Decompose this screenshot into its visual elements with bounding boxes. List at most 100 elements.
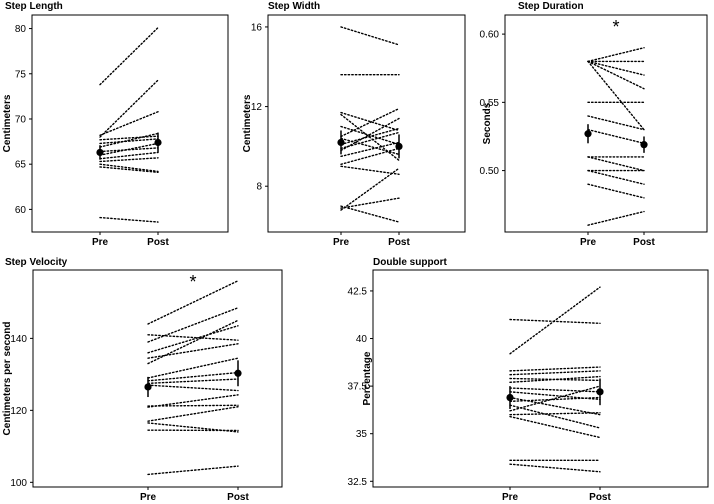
step-length-ytick-label: 60 <box>15 205 27 216</box>
double-support-participant-line <box>509 463 601 473</box>
double-support-ylabel: Percentage <box>362 351 373 405</box>
step-length-participant-line <box>99 135 159 141</box>
step-length-participant-line <box>99 151 159 160</box>
step-duration-participant-line <box>587 169 645 185</box>
step-length-participant-line <box>99 138 159 145</box>
step-velocity-participant-line <box>147 325 239 354</box>
step-velocity-xtick-label: Post <box>227 492 249 503</box>
step-velocity-participant-line <box>147 406 239 422</box>
step-velocity-participant-line <box>147 465 239 476</box>
step-velocity-xtick-label: Pre <box>140 492 157 503</box>
double-support-ytick-label: 42.5 <box>348 286 368 297</box>
step-duration-participant-line <box>587 210 645 226</box>
step-duration-participant-line <box>587 60 645 131</box>
double-support-ytick-label: 40 <box>356 334 368 345</box>
step-width-participant-line <box>340 111 400 132</box>
step-duration-ytick-label: 0.60 <box>480 30 500 41</box>
double-support-axes-frame <box>372 269 709 488</box>
step-length-ytick-label: 75 <box>15 69 27 80</box>
step-duration-ytick-label: 0.50 <box>480 166 500 177</box>
step-velocity-participant-line <box>147 334 239 341</box>
step-duration-xtick-label: Post <box>633 237 655 248</box>
double-support-mean-point <box>596 388 604 396</box>
step-length-participant-line <box>99 163 159 173</box>
step-duration-participant-line <box>587 115 645 131</box>
double-support-title: Double support <box>373 257 448 268</box>
step-width-xtick-label: Pre <box>333 237 350 248</box>
double-support-participant-line <box>509 404 601 429</box>
step-velocity-significance-star: * <box>189 272 196 292</box>
step-width-mean-point <box>395 142 403 150</box>
step-length-ytick-label: 80 <box>15 24 27 35</box>
step-duration-participant-line <box>587 60 645 90</box>
step-velocity-axes-frame <box>32 269 283 488</box>
double-support-participant-line <box>509 318 601 324</box>
step-duration-ytick-label: 0.55 <box>480 98 500 109</box>
step-length-participant-line <box>99 111 159 136</box>
step-velocity-ytick-label: 140 <box>10 334 27 345</box>
step-duration-participant-line <box>587 156 645 172</box>
double-support-participant-line <box>509 385 601 412</box>
step-width-participant-line <box>340 26 400 46</box>
double-support-participant-line <box>509 415 601 439</box>
step-duration-participant-line <box>587 183 645 199</box>
step-width-participant-line <box>340 197 400 209</box>
step-length-mean-point <box>96 148 104 157</box>
step-width-participant-line <box>340 113 400 162</box>
step-length-xtick-label: Pre <box>92 237 109 248</box>
step-duration-ylabel: Seconds <box>482 102 493 144</box>
step-length-participant-line <box>99 132 159 148</box>
step-length-ytick-label: 65 <box>15 160 27 171</box>
step-velocity-mean-point <box>144 383 152 391</box>
step-duration-participant-line <box>587 128 645 144</box>
step-velocity-participant-line <box>147 343 239 359</box>
double-support-ytick-label: 32.5 <box>348 477 368 488</box>
step-velocity-participant-line <box>147 404 239 407</box>
double-support-participant-line <box>509 286 601 355</box>
step-width-participant-line <box>340 141 400 158</box>
step-width-participant-line <box>340 107 400 138</box>
step-length-participant-line <box>99 216 159 223</box>
double-support-ytick-label: 35 <box>356 429 368 440</box>
step-width-participant-line <box>340 147 400 166</box>
step-width-axes-frame <box>267 14 466 233</box>
step-length-participant-line <box>99 142 159 156</box>
step-velocity-participant-line <box>147 394 239 408</box>
step-velocity-participant-line <box>147 371 239 382</box>
step-width-ytick-label: 16 <box>251 22 263 33</box>
double-support-participant-line <box>509 370 601 376</box>
step-length-ylabel: Centimeters <box>2 94 13 152</box>
step-velocity-participant-line <box>147 378 239 385</box>
step-length-mean-point <box>154 138 162 147</box>
step-width-participant-line <box>340 167 400 211</box>
double-support-xtick-label: Pre <box>502 492 519 503</box>
step-duration-mean-point <box>584 130 592 138</box>
step-width-mean-point <box>337 138 345 147</box>
step-duration-title: Step Duration <box>518 1 584 12</box>
step-width-title: Step Width <box>268 1 320 12</box>
double-support-xtick-label: Post <box>589 492 611 503</box>
double-support-participant-line <box>509 412 601 416</box>
step-width-xtick-label: Post <box>388 237 410 248</box>
step-length-participant-line <box>99 79 159 138</box>
double-support-participant-line <box>509 387 601 393</box>
step-length-participant-line <box>99 157 159 163</box>
step-velocity-mean-point <box>234 369 242 377</box>
step-velocity-participant-line <box>147 307 239 343</box>
step-length-title: Step Length <box>5 1 63 12</box>
step-duration-mean-point <box>640 141 648 149</box>
step-velocity-ytick-label: 120 <box>10 406 27 417</box>
double-support-mean-point <box>506 393 514 402</box>
step-velocity-title: Step Velocity <box>5 257 68 268</box>
step-velocity-ylabel: Centimeters per second <box>2 322 13 436</box>
step-length-xtick-label: Post <box>147 237 169 248</box>
step-velocity-participant-line <box>147 319 239 365</box>
step-width-ytick-label: 12 <box>251 102 263 113</box>
step-width-ylabel: Centimeters <box>242 94 253 152</box>
double-support-participant-line <box>509 396 601 416</box>
step-width-participant-line <box>340 205 400 223</box>
step-duration-xtick-label: Pre <box>580 237 597 248</box>
double-support-ytick-label: 37.5 <box>348 382 368 393</box>
double-support-participant-line <box>509 375 601 384</box>
step-width-participant-line <box>340 125 400 146</box>
